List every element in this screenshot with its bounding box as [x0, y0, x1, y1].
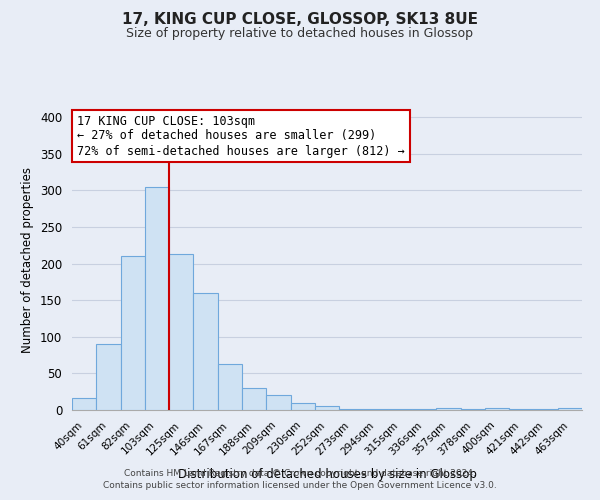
Text: Contains HM Land Registry data © Crown copyright and database right 2024.: Contains HM Land Registry data © Crown c…: [124, 468, 476, 477]
Bar: [290, 402, 315, 410]
Text: Contains public sector information licensed under the Open Government Licence v3: Contains public sector information licen…: [103, 481, 497, 490]
Bar: [339, 408, 364, 410]
Bar: [558, 408, 582, 410]
Bar: [315, 406, 339, 410]
Bar: [266, 396, 290, 410]
Text: Size of property relative to detached houses in Glossop: Size of property relative to detached ho…: [127, 28, 473, 40]
Bar: [169, 254, 193, 410]
Text: 17, KING CUP CLOSE, GLOSSOP, SK13 8UE: 17, KING CUP CLOSE, GLOSSOP, SK13 8UE: [122, 12, 478, 28]
Bar: [96, 344, 121, 410]
Bar: [193, 293, 218, 410]
Bar: [436, 408, 461, 410]
Text: 17 KING CUP CLOSE: 103sqm
← 27% of detached houses are smaller (299)
72% of semi: 17 KING CUP CLOSE: 103sqm ← 27% of detac…: [77, 114, 405, 158]
Bar: [121, 256, 145, 410]
Bar: [485, 408, 509, 410]
Bar: [242, 388, 266, 410]
Bar: [145, 187, 169, 410]
Y-axis label: Number of detached properties: Number of detached properties: [22, 167, 34, 353]
X-axis label: Distribution of detached houses by size in Glossop: Distribution of detached houses by size …: [178, 468, 476, 480]
Bar: [218, 364, 242, 410]
Bar: [72, 398, 96, 410]
